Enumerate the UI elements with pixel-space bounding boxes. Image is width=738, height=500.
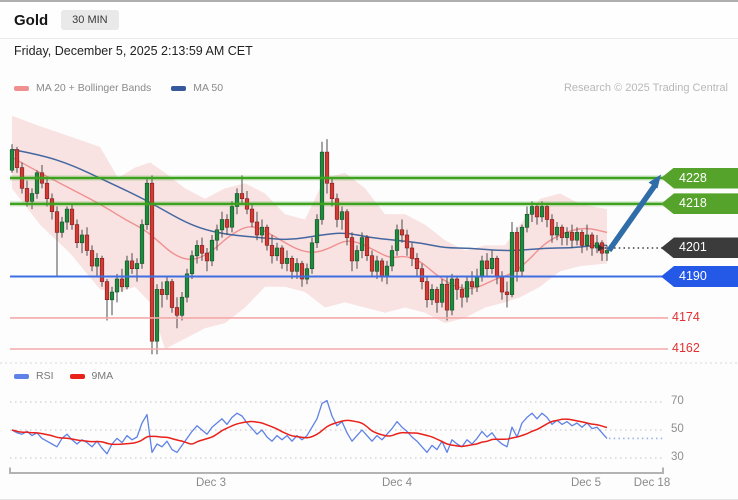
last-price-marker — [598, 244, 605, 252]
rsi-9ma-swatch-icon — [69, 373, 85, 379]
report-datetime: Friday, December 5, 2025 2:13:59 AM CET — [14, 44, 253, 58]
research-credit: Research © 2025 Trading Central — [563, 82, 728, 94]
level-label-4162: 4162 — [672, 340, 700, 355]
price-badge-4228: 4228 — [661, 167, 738, 189]
x-axis-bracket — [9, 467, 664, 474]
rsi-level-label-70: 70 — [671, 394, 684, 407]
price-badge-4218: 4218 — [661, 193, 738, 215]
legend-label-9ma: 9MA — [91, 370, 114, 382]
price-badge-4190: 4190 — [661, 265, 738, 287]
rsi-legend: RSI 9MA — [14, 370, 113, 382]
ma50-swatch-icon — [171, 85, 187, 91]
projection-arrow-head-icon — [648, 174, 661, 189]
timeframe-badge: 30 MIN — [61, 10, 119, 30]
main-chart-legend: MA 20 + Bollinger Bands MA 50 — [14, 82, 223, 94]
rsi-swatch-icon — [14, 373, 29, 379]
x-axis-label-dec-4: Dec 4 — [381, 477, 413, 489]
rsi-line — [11, 399, 608, 455]
ma20-bollinger-swatch-icon — [14, 85, 29, 91]
instrument-title: Gold — [14, 11, 49, 29]
header-bar: Gold 30 MIN — [0, 2, 738, 39]
legend-item-rsi: RSI — [14, 370, 54, 382]
x-axis-label-dec-5: Dec 5 — [570, 477, 602, 489]
x-axis-label-dec-3: Dec 3 — [195, 477, 227, 489]
candlesticks — [9, 139, 610, 355]
level-label-4174: 4174 — [672, 309, 700, 324]
rsi-9ma-line — [11, 418, 608, 448]
legend-item-ma50: MA 50 — [171, 82, 223, 94]
legend-item-ma20-bollinger: MA 20 + Bollinger Bands — [14, 82, 151, 94]
legend-item-9ma: 9MA — [69, 370, 114, 382]
projection-arrow-shaft — [606, 182, 658, 253]
legend-label-ma20: MA 20 + Bollinger Bands — [36, 82, 152, 94]
x-axis-label-dec-18: Dec 18 — [633, 477, 671, 489]
legend-label-rsi: RSI — [36, 370, 54, 382]
legend-label-ma50: MA 50 — [193, 82, 224, 94]
rsi-level-label-50: 50 — [671, 422, 684, 435]
price-badge-4201: 4201 — [661, 237, 738, 259]
rsi-level-label-30: 30 — [671, 450, 684, 463]
